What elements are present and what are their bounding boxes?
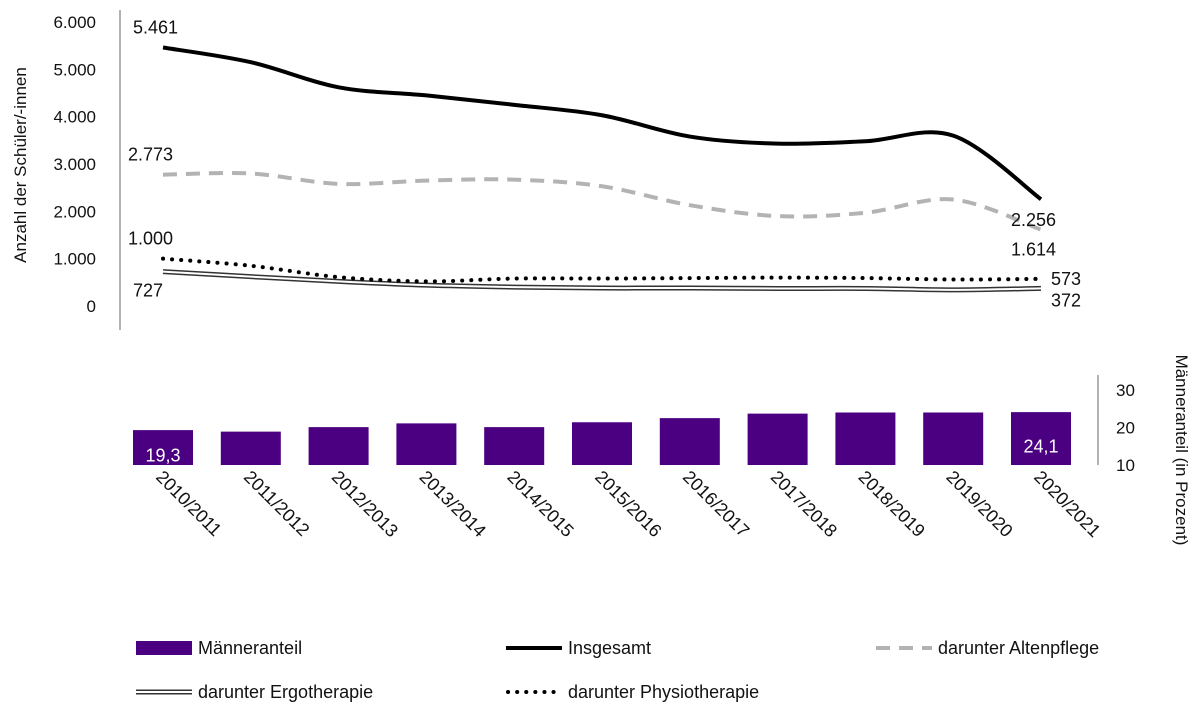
line-data-label: 573 [1051, 269, 1081, 289]
legend-label: Insgesamt [568, 638, 651, 658]
bar-data-label: 24,1 [1023, 437, 1058, 457]
line-y-tick-label: 3.000 [53, 155, 96, 174]
line-y-tick-label: 5.000 [53, 60, 96, 79]
legend-item: darunter Ergotherapie [136, 682, 373, 702]
line-data-label: 727 [133, 281, 163, 301]
bar-y-tick-label: 30 [1116, 381, 1135, 400]
bar [484, 427, 545, 465]
line-data-label: 1.000 [128, 229, 173, 249]
category-label: 2011/2012 [240, 467, 313, 540]
category-label: 2010/2011 [152, 467, 225, 540]
bar-chart-y-axis-title: Männeranteil (in Prozent) [1172, 355, 1191, 546]
line-y-tick-label: 4.000 [53, 108, 96, 127]
legend: Männeranteil Insgesamt darunter Altenpfleg… [136, 638, 1099, 702]
category-label: 2020/2021 [1030, 467, 1104, 541]
series-darunter-ergotherapie-line-inner [162, 270, 1042, 291]
legend-item: darunter Altenpflege [876, 638, 1099, 658]
bar [835, 412, 896, 465]
series-darunter-physiotherapie-line [161, 256, 1043, 284]
category-label: 2016/2017 [679, 467, 753, 541]
line-chart-y-ticks: 0 1.000 2.000 3.000 4.000 5.000 6.000 [53, 13, 96, 316]
bar-chart-y-ticks: 10 20 30 [1116, 381, 1135, 475]
line-y-tick-label: 0 [87, 297, 96, 316]
legend-item: Männeranteil [136, 638, 302, 658]
line-y-tick-label: 6.000 [53, 13, 96, 32]
line-chart-data-labels: 5.461 2.256 2.773 1.614 727 372 1.000 573 [128, 18, 1081, 311]
bar [659, 418, 720, 465]
series-insgesamt-line [162, 45, 1043, 201]
line-data-label: 5.461 [133, 18, 178, 38]
series-darunter-altenpflege-line [162, 170, 1042, 232]
category-label: 2017/2018 [767, 467, 841, 541]
line-data-label: 2.256 [1011, 210, 1056, 230]
legend-label: darunter Physiotherapie [568, 682, 759, 702]
line-chart-series [161, 45, 1043, 293]
bar [572, 422, 632, 465]
line-chart-y-axis-title: Anzahl der Schüler/-innen [11, 67, 30, 263]
category-label: 2019/2020 [942, 467, 1016, 541]
category-label: 2014/2015 [503, 467, 577, 541]
bar-chart-bars [133, 412, 1071, 465]
bar [747, 413, 808, 465]
bar [396, 423, 457, 465]
category-label: 2012/2013 [328, 467, 402, 541]
bar [923, 412, 984, 465]
bar-data-label: 19,3 [145, 446, 180, 466]
legend-label: darunter Altenpflege [938, 638, 1099, 658]
legend-swatch [136, 641, 192, 655]
category-label: 2015/2016 [591, 467, 665, 541]
legend-item: darunter Physiotherapie [506, 682, 759, 702]
category-label: 2013/2014 [416, 467, 490, 541]
category-labels: 2010/2011 2011/2012 2012/2013 2013/2014 2014… [152, 467, 1104, 541]
category-label: 2018/2019 [855, 467, 929, 541]
legend-item: Insgesamt [506, 638, 651, 658]
line-data-label: 1.614 [1011, 240, 1056, 260]
bar-chart-data-labels: 19,3 24,1 [145, 437, 1058, 466]
bar [1011, 412, 1071, 465]
line-data-label: 2.773 [128, 145, 173, 165]
line-data-label: 372 [1051, 290, 1081, 310]
line-y-tick-label: 1.000 [53, 250, 96, 269]
legend-label: darunter Ergotherapie [198, 682, 373, 702]
legend-label: Männeranteil [198, 638, 302, 658]
bar-y-tick-label: 10 [1116, 456, 1135, 475]
bar [220, 431, 281, 465]
bar [133, 430, 193, 465]
bar [308, 427, 369, 465]
bar-y-tick-label: 20 [1116, 419, 1135, 438]
line-y-tick-label: 2.000 [53, 202, 96, 221]
